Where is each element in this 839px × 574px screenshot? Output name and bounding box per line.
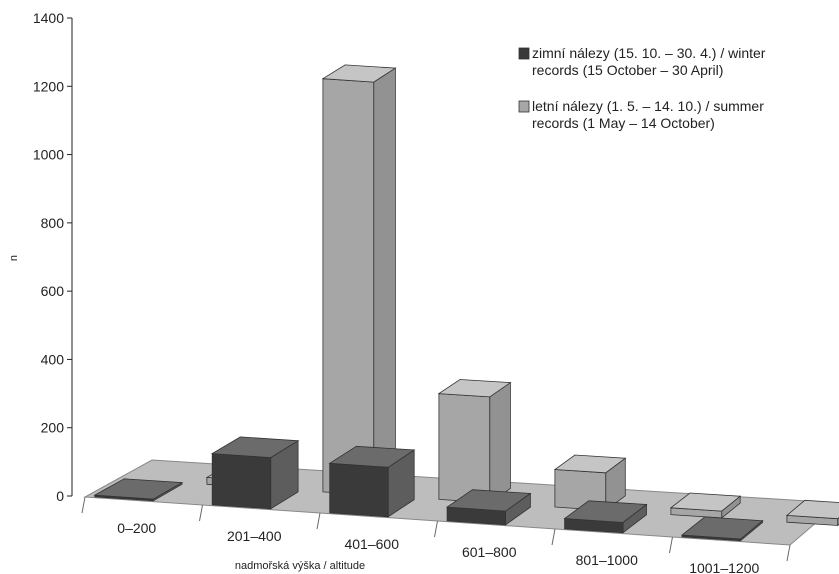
y-tick-label: 1000 bbox=[33, 147, 64, 163]
bar-side bbox=[489, 381, 511, 504]
legend-swatch bbox=[518, 47, 530, 60]
bar-top bbox=[445, 489, 532, 512]
y-tick-label: 1400 bbox=[33, 10, 64, 26]
bar-winter-801–1000 bbox=[563, 500, 648, 534]
bar-front bbox=[211, 453, 272, 510]
bar-top bbox=[563, 500, 648, 523]
bar-summer-601–800 bbox=[553, 454, 627, 512]
x-tick bbox=[551, 528, 556, 546]
x-category-label: 601–800 bbox=[462, 544, 517, 560]
legend-entry: letní nálezy (1. 5. – 14. 10.) / summer bbox=[532, 98, 764, 114]
bar-winter-401–600 bbox=[328, 445, 416, 518]
y-tick-label: 400 bbox=[41, 351, 65, 367]
bar-top bbox=[321, 64, 397, 83]
x-category-label: 401–600 bbox=[344, 536, 399, 552]
x-tick bbox=[199, 504, 203, 522]
legend-entry: zimní nálezy (15. 10. – 30. 4.) / winter bbox=[532, 45, 766, 61]
bar-top bbox=[437, 379, 512, 398]
y-tick-label: 200 bbox=[41, 420, 65, 436]
x-tick bbox=[316, 512, 321, 530]
y-axis-title: n bbox=[8, 255, 20, 261]
bar-summer-201–400 bbox=[321, 64, 397, 496]
bar-top bbox=[210, 436, 300, 459]
bar-top bbox=[328, 445, 416, 468]
bar-front bbox=[438, 393, 491, 504]
y-tick-label: 1200 bbox=[33, 78, 64, 94]
bar-winter-201–400 bbox=[210, 436, 300, 510]
y-tick-label: 600 bbox=[41, 283, 65, 299]
x-category-label: 0–200 bbox=[117, 520, 156, 536]
bar-summer-801–1000 bbox=[669, 492, 742, 519]
bar-winter-1001–1200 bbox=[680, 516, 764, 542]
legend-swatch bbox=[518, 100, 530, 113]
x-category-label: 801–1000 bbox=[576, 552, 639, 568]
bar-front bbox=[322, 78, 375, 496]
bar-winter-0–200 bbox=[93, 478, 184, 502]
x-tick bbox=[669, 536, 673, 554]
x-tick bbox=[81, 496, 86, 514]
x-category-label: 1001–1200 bbox=[689, 560, 759, 574]
bar-top bbox=[785, 499, 839, 520]
legend-entry: records (1 May – 14 October) bbox=[532, 115, 715, 131]
y-tick-label: 800 bbox=[41, 215, 65, 231]
bar-top bbox=[680, 516, 764, 540]
legend: zimní nálezy (15. 10. – 30. 4.) / winter… bbox=[518, 45, 766, 131]
bar-side bbox=[373, 67, 396, 496]
y-tick-label: 0 bbox=[56, 488, 64, 504]
x-tick bbox=[786, 544, 791, 562]
bar-summer-401–600 bbox=[437, 379, 512, 504]
bar-winter-601–800 bbox=[445, 489, 532, 526]
bar-top bbox=[553, 454, 627, 474]
bar-summer-1001–1200 bbox=[785, 499, 839, 527]
bar-front bbox=[329, 462, 389, 518]
x-tick bbox=[434, 520, 438, 538]
bar-top bbox=[93, 478, 184, 500]
legend-entry: records (15 October – 30 April) bbox=[532, 62, 723, 78]
bar-top bbox=[669, 492, 742, 512]
x-category-label: 201–400 bbox=[227, 528, 282, 544]
x-axis-title: nadmořská výška / altitude bbox=[235, 560, 365, 572]
